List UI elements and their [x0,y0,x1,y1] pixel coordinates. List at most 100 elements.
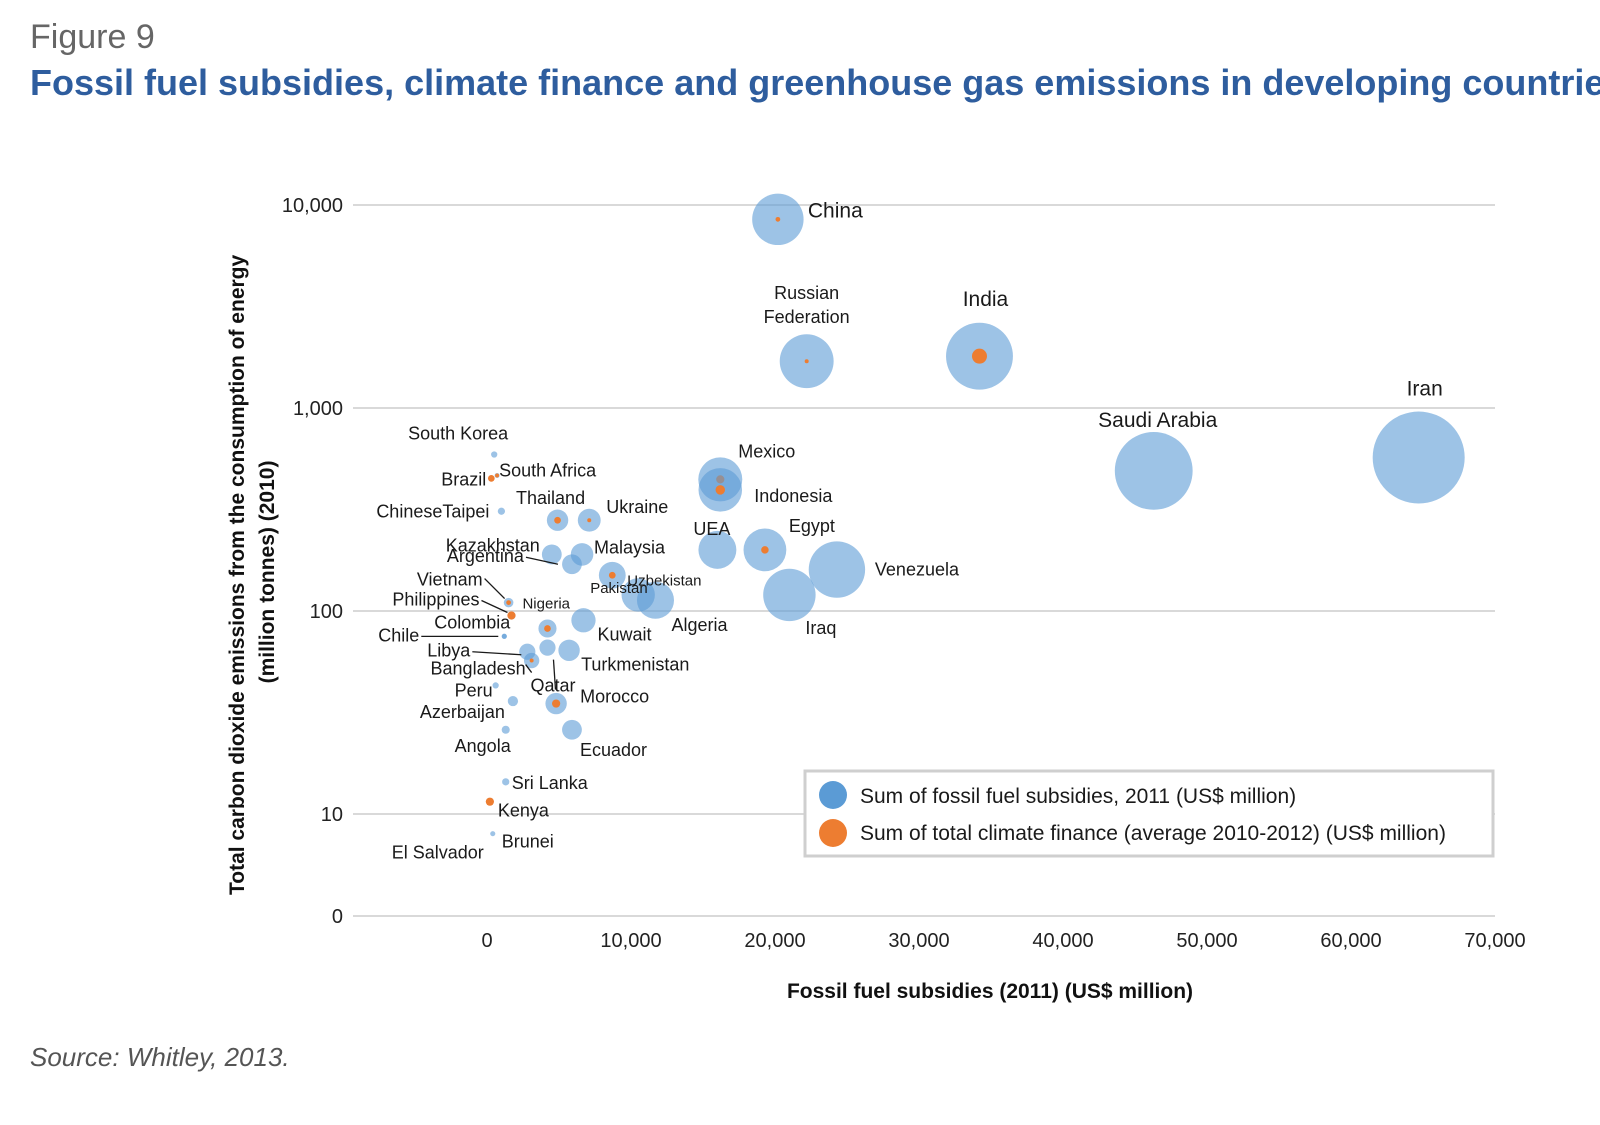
bubble-climate-finance [761,546,769,554]
bubble-subsidy [808,541,866,598]
x-axis-ticks: 0 10,000 20,000 30,000 40,000 50,000 60,000 70,… [481,930,1525,952]
y-tick-label: 1,000 [293,398,343,420]
x-axis-title: Fossil fuel subsidies (2011) (US$ millio… [787,980,1193,1003]
bubble-climate-finance [554,516,561,524]
point-label-line: Russian [774,283,839,303]
bubble-climate-finance [608,571,616,579]
point-label: Qatar [530,676,575,696]
point-label: UEA [693,519,730,539]
leader-line [525,556,559,565]
bubble-climate-finance [587,518,592,523]
point-label: Thailand [516,488,585,508]
bubble-climate-finance [487,475,495,482]
point-label: Kenya [498,801,550,821]
figure-label: Figure 9 [30,18,155,56]
bubble-subsidy [1114,431,1193,510]
bubble-subsidy [539,639,556,656]
point-label: Malaysia [594,537,666,557]
point-label: Kuwait [597,624,651,644]
bubble-climate-finance [495,473,500,478]
bubble-subsidy [698,530,737,569]
point-label: Saudi Arabia [1098,409,1217,432]
point-label: Kazakhstan [446,535,540,555]
point-label: Russian Federation [764,283,850,327]
bubble-subsidy [497,507,506,515]
y-tick-label: 0 [332,906,343,928]
point-label: Ecuador [580,740,647,760]
point-label: South Africa [499,461,597,481]
legend-marker-subsidies [819,781,847,809]
point-label: Venezuela [875,560,960,580]
bubble-subsidy [562,554,582,575]
point-label: Pakistan [590,580,648,597]
leader-line [552,659,557,690]
leader-line [525,664,533,673]
x-tick-label: 30,000 [888,930,949,952]
legend-box [803,769,1495,858]
point-label: Argentina [447,546,525,566]
point-label: Turkmenistan [581,654,689,674]
bubble-subsidy [1372,411,1465,504]
point-label: India [963,288,1009,311]
bubble-subsidy [558,639,580,662]
bubble-climate-finance [552,699,561,708]
point-label: Nigeria [522,595,570,612]
bubble-subsidy [491,451,498,458]
point-label: Brazil [441,469,486,489]
x-tick-label: 10,000 [600,930,661,952]
point-label: Peru [455,680,493,700]
bubble-subsidy [507,695,519,707]
point-label: China [808,199,863,222]
bubble-subsidy [501,633,507,639]
leader-lines [421,556,559,690]
y-tick-label: 10 [321,804,343,826]
legend-label-subsidies: Sum of fossil fuel subsidies, 2011 (US$ … [860,785,1296,808]
point-label: Iraq [805,618,836,638]
bubble-climate-finance [507,611,516,620]
point-label-line: Federation [764,307,850,327]
y-tick-label: 10,000 [282,195,343,217]
bubble-subsidy [502,778,510,786]
point-label: Brunei [502,832,554,852]
y-axis-ticks: 10 100 1,000 10,000 0 [282,195,343,928]
source-note: Source: Whitley, 2013. [30,1042,290,1072]
bubble-subsidy [562,719,582,740]
bubble-subsidy [541,544,562,565]
x-tick-label: 40,000 [1032,930,1093,952]
bubble-subsidy [621,578,655,612]
leader-line [472,651,522,656]
y-axis-title: Total carbon dioxide emissions from the … [226,249,279,895]
point-label: South Korea [408,424,509,444]
bubbles [485,193,1465,837]
bubble-subsidy [501,725,510,734]
x-tick-label: 60,000 [1320,930,1381,952]
bubble-climate-finance [804,359,809,364]
x-tick-label: 50,000 [1176,930,1237,952]
point-label: Angola [455,736,512,756]
y-axis-title-line-2: (million tonnes) (2010) [256,461,279,684]
point-label: Algeria [671,615,728,635]
bubble-subsidy [571,608,596,633]
legend-marker-climate-finance [819,819,847,847]
bubble-subsidy [492,682,499,689]
bubble-climate-finance [775,216,781,222]
point-labels: China Russian Federation India Iran Saudi Ara… [376,199,1442,862]
point-label: Mexico [738,441,795,461]
point-label: Chile [378,625,419,645]
bubble-climate-finance [485,797,494,806]
point-label: Uzbekistan [627,572,701,589]
point-label: Libya [427,641,471,661]
point-label: Iran [1407,378,1443,401]
bubble-climate-finance [715,485,726,495]
y-tick-label: 100 [310,601,343,623]
y-axis-title-line-1: Total carbon dioxide emissions from the … [226,255,249,896]
legend: Sum of fossil fuel subsidies, 2011 (US$ … [803,769,1495,858]
bubble-subsidy [490,831,496,837]
point-label: Vietnam [417,570,483,590]
point-label: Colombia [434,612,511,632]
point-label: Ukraine [606,497,668,517]
point-label: Azerbaijan [420,702,505,722]
x-tick-label: 70,000 [1464,930,1525,952]
bubble-subsidy [763,568,816,622]
